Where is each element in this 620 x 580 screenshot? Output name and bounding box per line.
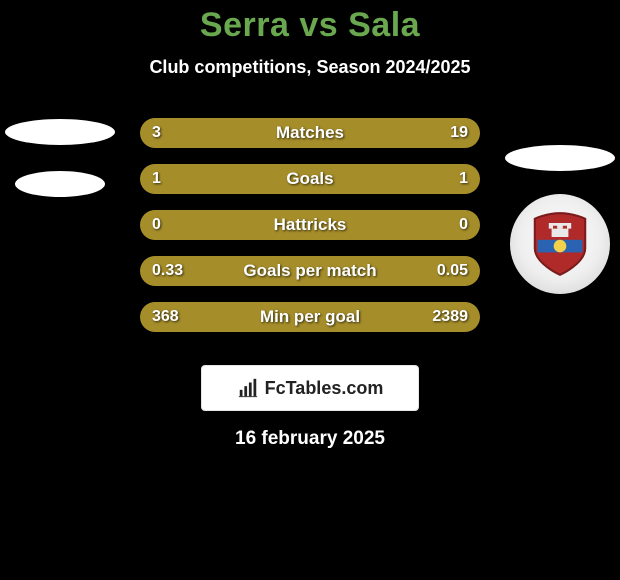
right-player-crest: [510, 194, 610, 294]
club-crest-icon: [525, 209, 595, 279]
right-player-badge: [510, 108, 610, 208]
stat-bars: 319Matches 11Goals 00Hattricks 0.330.05Goal…: [140, 118, 480, 348]
left-player-badge: [10, 108, 110, 208]
stat-row: 3682389Min per goal: [140, 302, 480, 332]
stat-label: Matches: [140, 118, 480, 148]
stat-label: Min per goal: [140, 302, 480, 332]
placeholder-oval: [15, 171, 105, 197]
stat-label: Hattricks: [140, 210, 480, 240]
page-title: Serra vs Sala: [0, 0, 620, 45]
title-vs: vs: [299, 6, 338, 44]
stat-row: 00Hattricks: [140, 210, 480, 240]
title-player-right: Sala: [348, 6, 420, 44]
placeholder-oval: [5, 119, 115, 145]
stat-label: Goals: [140, 164, 480, 194]
stat-row: 11Goals: [140, 164, 480, 194]
watermark-text: FcTables.com: [265, 378, 384, 399]
date-label: 16 february 2025: [0, 428, 620, 450]
stat-row: 319Matches: [140, 118, 480, 148]
placeholder-oval: [505, 145, 615, 171]
watermark: FcTables.com: [202, 366, 418, 410]
bar-chart-icon: [237, 377, 259, 399]
stat-row: 0.330.05Goals per match: [140, 256, 480, 286]
comparison-chart: 319Matches 11Goals 00Hattricks 0.330.05Goal…: [0, 108, 620, 358]
title-player-left: Serra: [200, 6, 289, 44]
stat-label: Goals per match: [140, 256, 480, 286]
subtitle: Club competitions, Season 2024/2025: [0, 57, 620, 78]
